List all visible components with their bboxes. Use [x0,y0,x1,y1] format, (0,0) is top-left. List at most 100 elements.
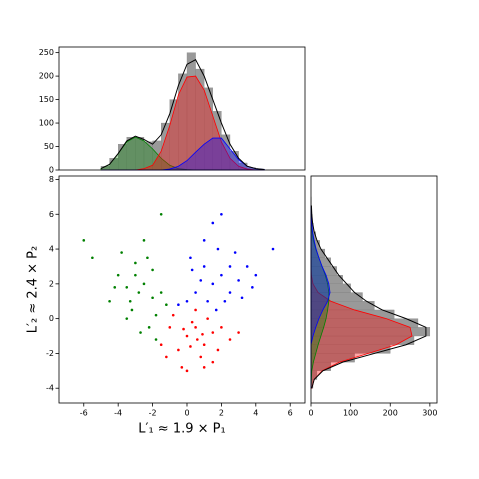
point [116,273,120,277]
point [216,348,220,352]
point [120,251,123,254]
point [177,348,180,352]
point [202,239,206,242]
point [130,308,134,312]
point [113,286,117,289]
point [245,265,249,268]
x-tick-label: -6 [80,409,88,418]
y-axis-label: L′₂ ≈ 2.4 × P₂ [26,246,41,333]
y-tick-label: -4 [46,384,54,393]
point [211,360,215,364]
point [185,299,189,303]
y-tick-label: 4 [49,245,54,254]
x-tick-label: 4 [253,409,258,418]
point [91,256,94,260]
point [240,296,244,300]
point [228,265,232,268]
axes-frame [58,175,306,404]
point [151,268,154,272]
point [142,282,146,286]
point [214,308,218,312]
x-tick-label: 0 [184,409,189,418]
point [254,273,258,277]
point [154,338,158,341]
y-tick-label: 2 [49,279,54,288]
y-tick-label: 50 [44,142,54,151]
point [151,296,154,300]
density-line [310,205,427,389]
y-tick-label: 8 [49,175,54,184]
y-tick-label: 6 [49,210,54,219]
point [177,303,180,307]
axes-frame [58,46,306,171]
point [180,366,184,369]
x-tick-label: 200 [383,409,398,418]
point [159,212,163,216]
point [168,326,172,329]
point [199,279,203,282]
point [134,273,137,277]
y-tick-label: 250 [39,48,54,57]
point [216,247,220,251]
x-tick-label: 0 [308,409,313,418]
point [182,327,185,331]
y-tick-label: -2 [46,349,54,358]
point [185,369,189,373]
point [128,299,132,303]
point [194,308,197,312]
point [223,299,227,303]
point [190,268,194,272]
point [202,265,206,268]
point [211,221,215,225]
point [220,212,223,216]
point [194,326,197,329]
point [139,331,142,334]
point [196,338,199,341]
point [159,291,163,294]
x-tick-label: -4 [114,409,122,418]
point [228,338,232,341]
point [251,286,254,289]
point [125,286,129,289]
y-tick-label: 0 [49,314,54,323]
y-tick-label: 100 [39,119,54,128]
x-tick-label: 6 [288,409,293,418]
point [206,299,209,303]
x-tick-label: 2 [219,409,224,418]
point [201,332,204,336]
density-line [100,58,265,171]
x-axis-label: L′₁ ≈ 1.9 × P₁ [138,422,225,437]
point [228,291,232,294]
y-tick-label: 200 [39,72,54,81]
point [206,317,209,320]
point [237,279,240,282]
point [108,299,111,303]
point [125,317,129,320]
point [237,331,240,334]
point [165,303,168,307]
point [233,251,237,254]
y-tick-label: 0 [49,166,54,175]
x-tick-label: 100 [343,409,358,418]
point [147,326,151,329]
point [134,261,137,265]
point [211,331,215,334]
x-tick-label: -2 [149,409,157,418]
point [146,256,149,260]
y-tick-label: 150 [39,95,54,104]
point [165,355,168,359]
point [271,247,275,251]
point [137,291,141,294]
point [220,273,223,277]
point [154,313,158,317]
point [171,313,175,317]
point [220,326,223,329]
point [199,355,203,359]
point [190,320,194,324]
point [211,282,215,286]
point [202,343,206,347]
point [194,291,197,294]
axes-frame [310,175,438,404]
